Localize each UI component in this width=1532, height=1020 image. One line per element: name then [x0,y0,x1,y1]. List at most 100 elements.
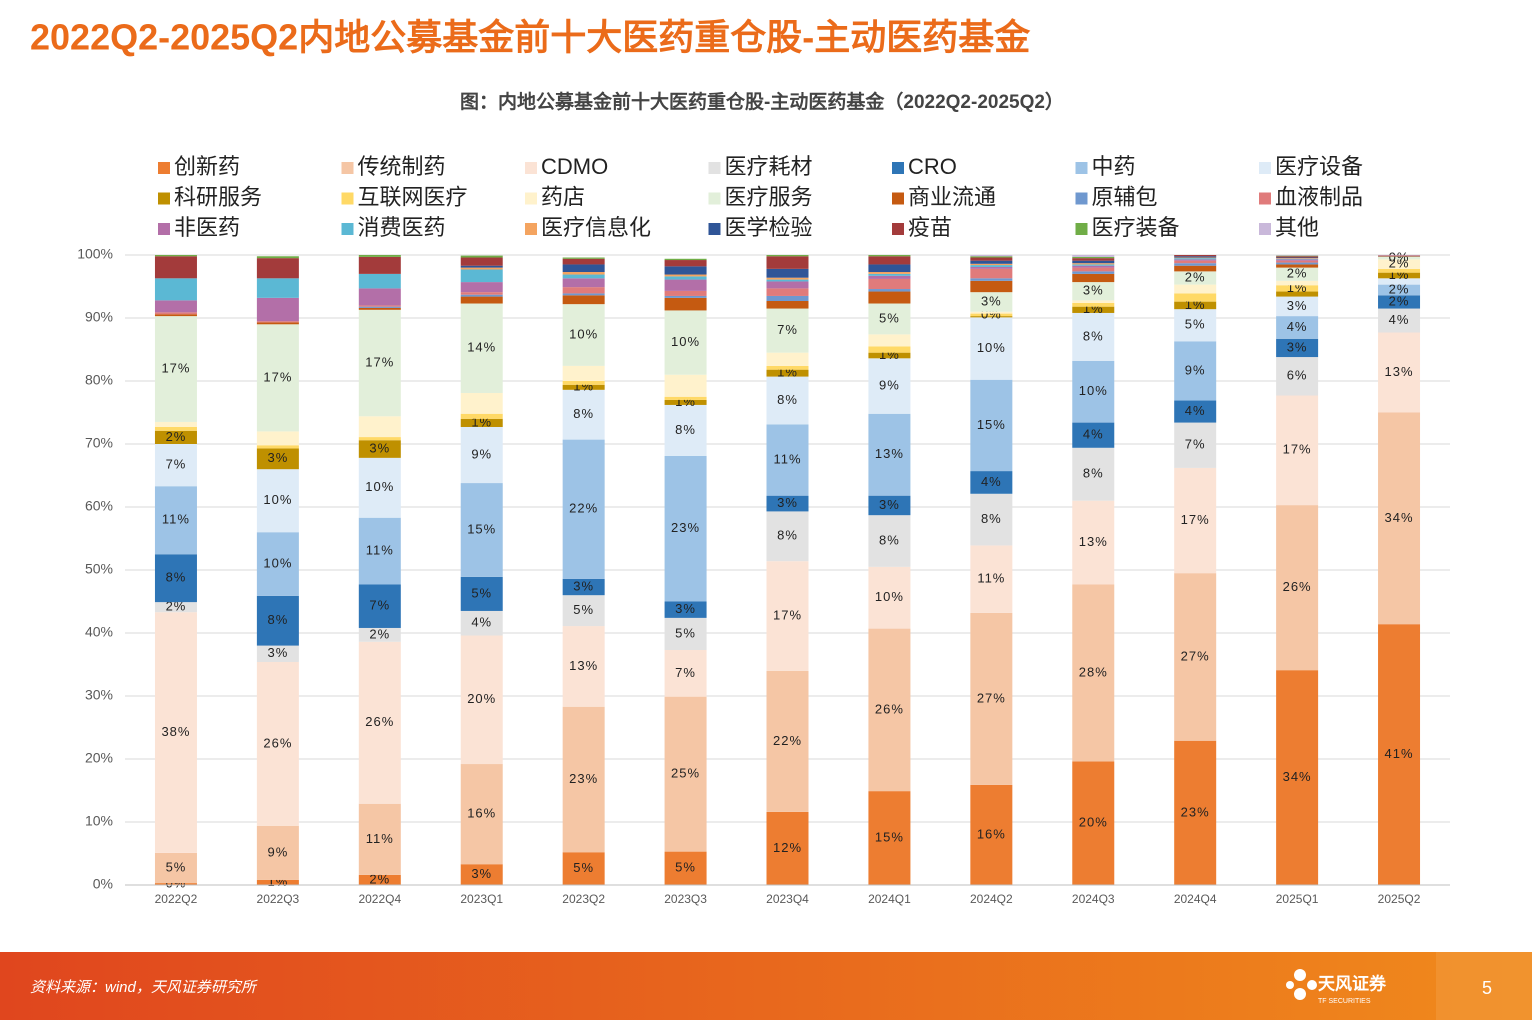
bar-segment [1072,584,1115,762]
bar-segment [358,641,401,804]
data-label: 34% [1283,769,1312,784]
data-label: 3% [675,601,696,616]
legend-label: 传统制药 [358,154,446,179]
data-label: 10% [263,555,292,570]
bar-segment [1276,316,1319,339]
bar-segment [766,281,809,289]
bar-segment [970,493,1013,546]
data-label: 11% [366,831,394,846]
bar-segment [1174,263,1217,266]
data-label: 3% [777,495,798,510]
data-label: 23% [671,520,700,535]
data-label: 3% [471,866,492,881]
bar-segment [358,306,401,308]
data-label: 8% [267,612,288,627]
data-label: 11% [977,571,1005,586]
bar-segment [460,426,503,484]
bar-segment [970,784,1013,885]
data-label: 10% [671,334,700,349]
bar-segment [664,696,707,852]
bar-segment [1378,624,1421,885]
bar-segment [358,288,401,306]
x-tick-label: 2024Q2 [970,892,1013,906]
data-label: 2% [1389,293,1410,308]
data-label: 2% [369,871,390,886]
data-label: 2% [1287,266,1308,281]
bar-segment [1072,500,1115,585]
bar-segment [970,257,1013,261]
data-label: 20% [467,691,496,706]
x-tick-label: 2023Q1 [460,892,503,906]
legend-label: 医疗信息化 [541,215,651,240]
bar-segment [664,274,707,277]
x-tick-label: 2022Q2 [155,892,198,906]
data-label: 2% [1185,269,1206,284]
data-label: 9% [1185,362,1206,377]
data-label: 15% [977,417,1006,432]
bar-segment [970,255,1013,257]
bar-segment [358,437,401,441]
data-label: 5% [166,859,187,874]
data-label: 25% [671,766,700,781]
data-label: 10% [875,589,904,604]
legend-swatch [1075,162,1088,174]
data-label: 3% [267,645,288,660]
bar-segment [1174,259,1217,261]
y-tick-label: 10% [85,813,113,829]
bar-segment [766,277,809,280]
data-label: 5% [879,310,900,325]
bar-segment [766,670,809,812]
bar-segment [970,612,1013,785]
bar-segment [1174,255,1217,257]
bar-segment [1072,302,1115,307]
bar-segment [766,352,809,366]
bar-segment [1072,260,1115,264]
legend-swatch [1075,192,1088,205]
bar-segment [1276,505,1319,671]
data-label: 2% [166,429,187,444]
bar-segment [562,595,605,627]
data-label: 3% [879,497,900,512]
bar-segment [460,282,503,293]
legend-swatch [525,162,537,174]
bar-segment [970,263,1013,266]
bar-segment [562,439,605,579]
data-label: 23% [569,771,598,786]
bar-segment [1276,395,1319,506]
legend-swatch [525,223,537,235]
data-label: 26% [875,701,904,716]
logo-text: 天风证券 [1318,973,1387,993]
bar-segment [460,255,503,258]
bar-segment [358,307,401,310]
bar-segment [664,396,707,400]
bar-segment [868,346,911,353]
bar-segment [154,300,197,313]
data-label: 23% [1181,804,1210,819]
data-label: 8% [573,406,594,421]
source-note: 资料来源：wind，天风证券研究所 [30,979,258,996]
x-tick-label: 2024Q3 [1072,892,1115,906]
data-label: 7% [777,322,798,337]
bar-segment [1378,255,1421,257]
legend-label: CDMO [541,154,608,179]
bar-segment [1072,258,1115,261]
bar-segment [1072,306,1115,313]
bar-segment [562,295,605,305]
bar-segment [766,376,809,425]
legend-swatch [892,192,904,205]
bar-segment [1072,271,1115,274]
bar-segment [460,296,503,304]
bar-segment [460,392,503,414]
bar-segment [154,612,197,853]
bar-segment [868,358,911,414]
data-label: 2% [1389,281,1410,296]
y-tick-label: 30% [85,687,113,703]
bar-segment [358,803,401,875]
bar-segment [154,255,197,257]
bar-segment [1378,295,1421,309]
data-label: 3% [1083,283,1104,298]
bar-segment [868,413,911,496]
legend-label: 药店 [541,184,585,209]
bar-segment [562,274,605,279]
bar-segment [1378,278,1421,285]
